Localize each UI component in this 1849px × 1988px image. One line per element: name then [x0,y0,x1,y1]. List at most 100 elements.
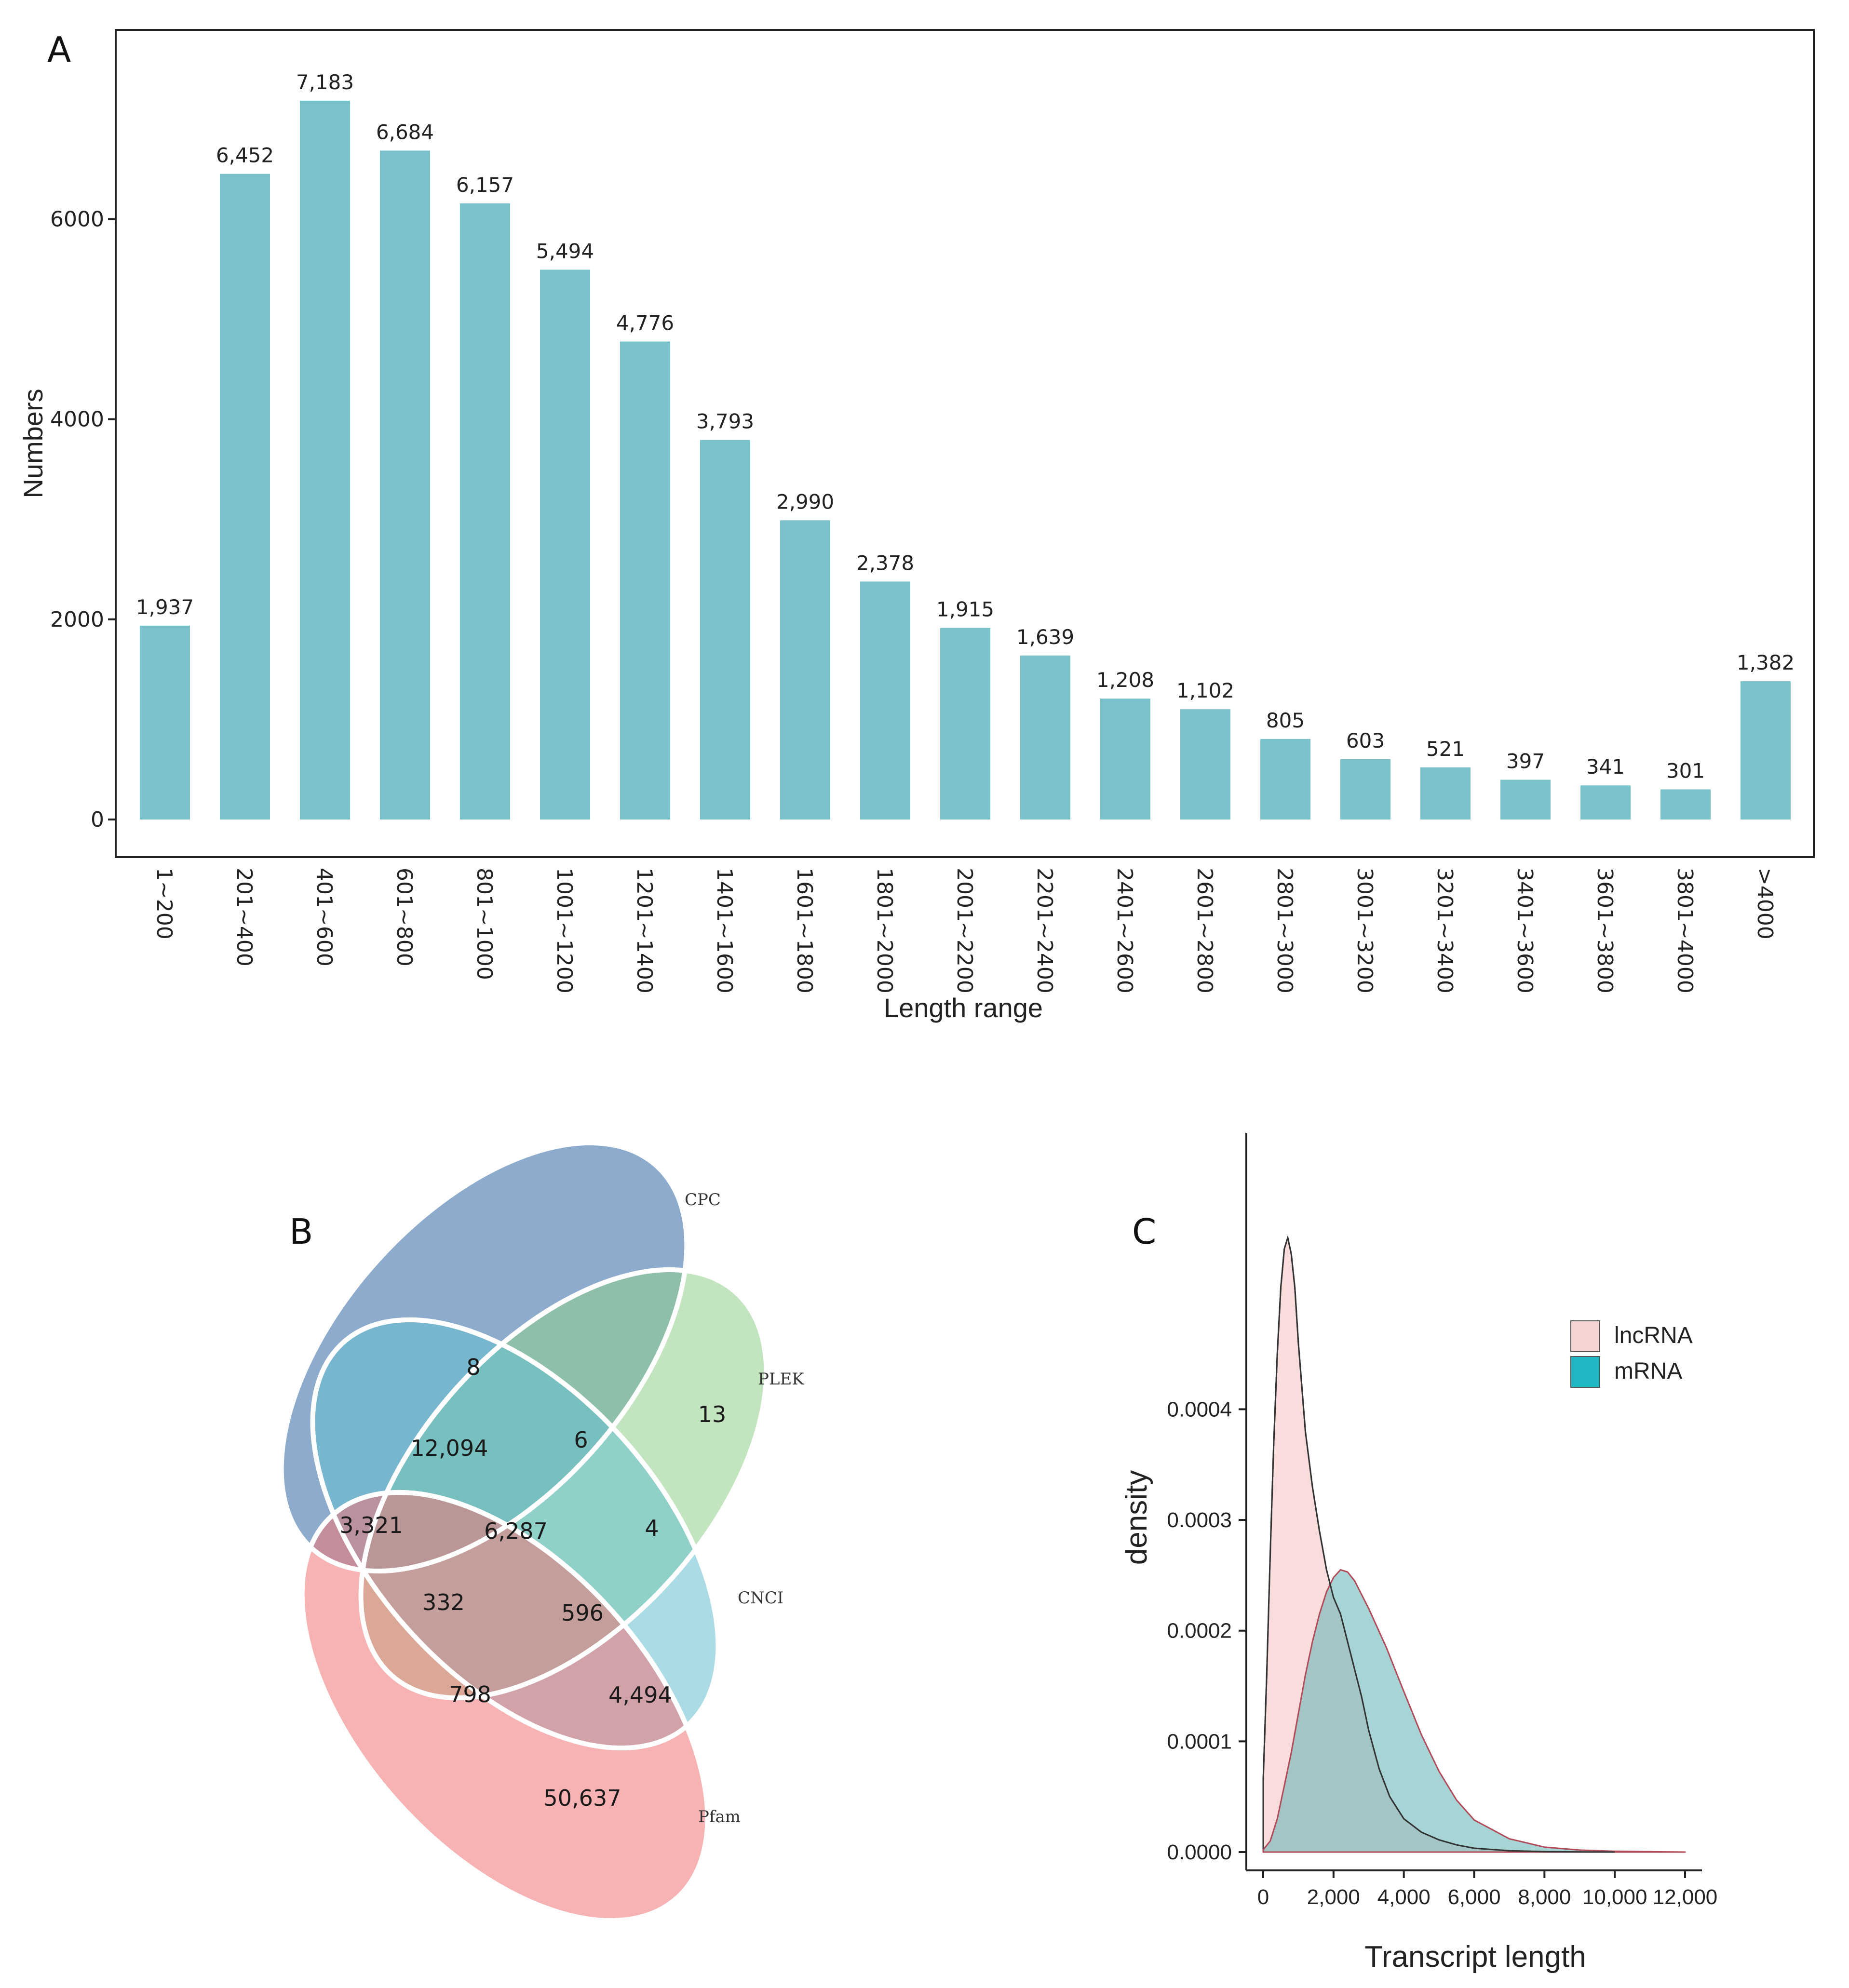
panel-a-bar-label: 341 [1586,755,1625,779]
panel-c-x-tick-label: 2,000 [1307,1885,1360,1909]
panel-a-x-tick-label: 3601~3800 [1593,868,1617,994]
venn-region-label: 596 [561,1600,604,1626]
panel-a-bar-labels: 1,937 6,452 7,183 6,684 6,157 5,494 4,776 3,793… [136,70,1795,783]
panel-a-x-tick-label: 2001~2200 [952,868,977,994]
panel-a-x-tick-label: 3801~4000 [1673,868,1697,994]
panel-a-bar [1660,789,1711,819]
venn-region-label: 6,287 [484,1518,548,1544]
panel-a-bar-label: 1,102 [1176,679,1234,702]
venn-set-label-cnci: CNCI [738,1588,783,1608]
panel-a-bar-label: 805 [1266,709,1305,732]
panel-a-bar [1100,698,1150,819]
panel-a-x-tick-label: 2201~2400 [1032,868,1057,994]
panel-a-bar [1500,779,1551,819]
panel-a-plot-frame [115,29,1815,858]
panel-a-bar-label: 1,937 [136,595,194,619]
panel-a-x-tick-label: 3401~3600 [1512,868,1537,994]
venn-region-label: 13 [698,1401,727,1427]
panel-a-x-tick-label: 801~1000 [472,868,497,980]
panel-a-x-tick-label: 201~400 [232,868,256,967]
panel-c: C 0.0000 0.0001 0.0002 0.0003 0.0004 0 2,000 4,… [1120,1133,1717,1974]
panel-a-x-axis-title: Length range [884,993,1043,1023]
panel-a-x-ticks: 1~200 201~400 401~600 601~800 801~1000 1001~1… [152,868,1777,994]
panel-c-line-lncrna [1262,1235,1615,1853]
venn-outlines [279,1140,769,1923]
panel-a-letter: A [47,29,71,70]
panel-a-bar-label: 2,990 [776,490,834,513]
panel-a-bar-label: 7,183 [296,70,354,94]
panel-c-x-tick-label: 4,000 [1377,1885,1431,1909]
venn-region-labels: 8 13 50,637 6 12,094 3,321 4 4,494 6,287 332 596 79… [339,1354,726,1811]
panel-a-x-tick-label: 3001~3200 [1352,868,1377,994]
venn-region-label: 332 [422,1589,465,1615]
panel-a-y-tick-label: 0 [91,807,104,832]
panel-a-bar [1741,681,1791,819]
panel-c-x-tick-label: 10,000 [1582,1885,1647,1909]
panel-a-bar [940,628,990,819]
panel-a-y-tick-label: 6000 [50,207,104,231]
panel-c-x-tick-label: 6,000 [1447,1885,1500,1909]
panel-c-x-tick-label: 8,000 [1518,1885,1571,1909]
panel-c-y-tick-label: 0.0000 [1167,1840,1232,1864]
venn-region-label: 8 [466,1354,480,1380]
panel-a-bar-label: 2,378 [856,551,914,575]
panel-a-bar [1180,709,1230,819]
panel-a-x-tick-label: 2601~2800 [1192,868,1217,994]
panel-a-y-tick-label: 2000 [50,607,104,632]
panel-a-y-tick-label: 4000 [50,407,104,432]
venn-region-label: 4,494 [608,1682,672,1708]
panel-a-x-tick-label: 3201~3400 [1432,868,1457,994]
panel-c-y-axis-title: density [1120,1470,1153,1565]
venn-region-label: 50,637 [544,1785,621,1811]
panel-a-x-tick-label: 1601~1800 [792,868,817,994]
panel-c-density-areas [1262,1235,1686,1853]
panel-a-bar [700,440,750,819]
panel-a-bar [300,100,350,819]
panel-a-x-tick-label: 601~800 [392,868,417,967]
panel-a-bar [1020,655,1070,819]
panel-a-bar-label: 4,776 [616,311,674,335]
panel-a-y-axis-title: Numbers [18,389,48,498]
panel-a-bar [1260,739,1310,819]
panel-a-bar [140,625,190,819]
venn-region-label: 4 [645,1515,659,1541]
panel-a-bar-label: 603 [1346,729,1385,752]
panel-a-x-tick-label: 1001~1200 [552,868,577,994]
venn-set-label-cpc: CPC [685,1190,721,1209]
panel-a-bar-label: 1,639 [1016,625,1074,649]
panel-b-letter: B [289,1211,313,1252]
panel-c-x-tick-label: 0 [1257,1885,1269,1909]
panel-a-bar-label: 6,684 [376,120,434,144]
panel-a-bar-label: 6,157 [456,173,514,197]
panel-a-bars [140,100,1791,820]
panel-a-bar [540,269,590,819]
panel-a-bar-label: 5,494 [536,239,594,263]
panel-c-legend-swatch [1570,1356,1600,1388]
panel-a-bar [1580,785,1631,819]
panel-a-bar-label: 1,382 [1737,651,1795,674]
panel-b: B CPC PLEK CNCI Pfam 8 13 50,637 6 12,094 3,3… [279,1140,804,1923]
panel-a-bar [1420,767,1471,819]
panel-a-bar-label: 1,915 [936,597,994,621]
panel-a-bar-label: 521 [1426,737,1465,761]
panel-c-x-tick-label: 12,000 [1653,1885,1718,1909]
panel-c-legend-swatch [1570,1320,1600,1352]
panel-a-x-tick-label: 1401~1600 [712,868,737,994]
panel-a-bar-label: 1,208 [1096,668,1154,692]
panel-a-bar-label: 301 [1666,759,1705,783]
panel-a-x-tick-label: 1801~2000 [872,868,897,994]
venn-set-label-pfam: Pfam [698,1807,741,1827]
panel-c-legend: lncRNA mRNA [1570,1320,1693,1388]
panel-c-axes: 0.0000 0.0001 0.0002 0.0003 0.0004 0 2,000 4,00… [1167,1133,1717,1909]
panel-a-bar [860,581,910,819]
panel-a-bar [460,203,510,819]
panel-c-legend-label: lncRNA [1614,1323,1693,1348]
panel-a-x-tick-label: >4000 [1753,868,1777,940]
panel-a-bar-label: 3,793 [696,410,754,433]
panel-a-bar [220,174,270,820]
panel-c-x-axis-title: Transcript length [1364,1940,1586,1974]
panel-a-x-tick-label: 1~200 [152,868,176,940]
panel-a: A 0 2000 4000 6000 1,937 6,452 7,183 6,684 6,15… [18,29,1815,1023]
venn-set-label-plek: PLEK [758,1370,804,1389]
